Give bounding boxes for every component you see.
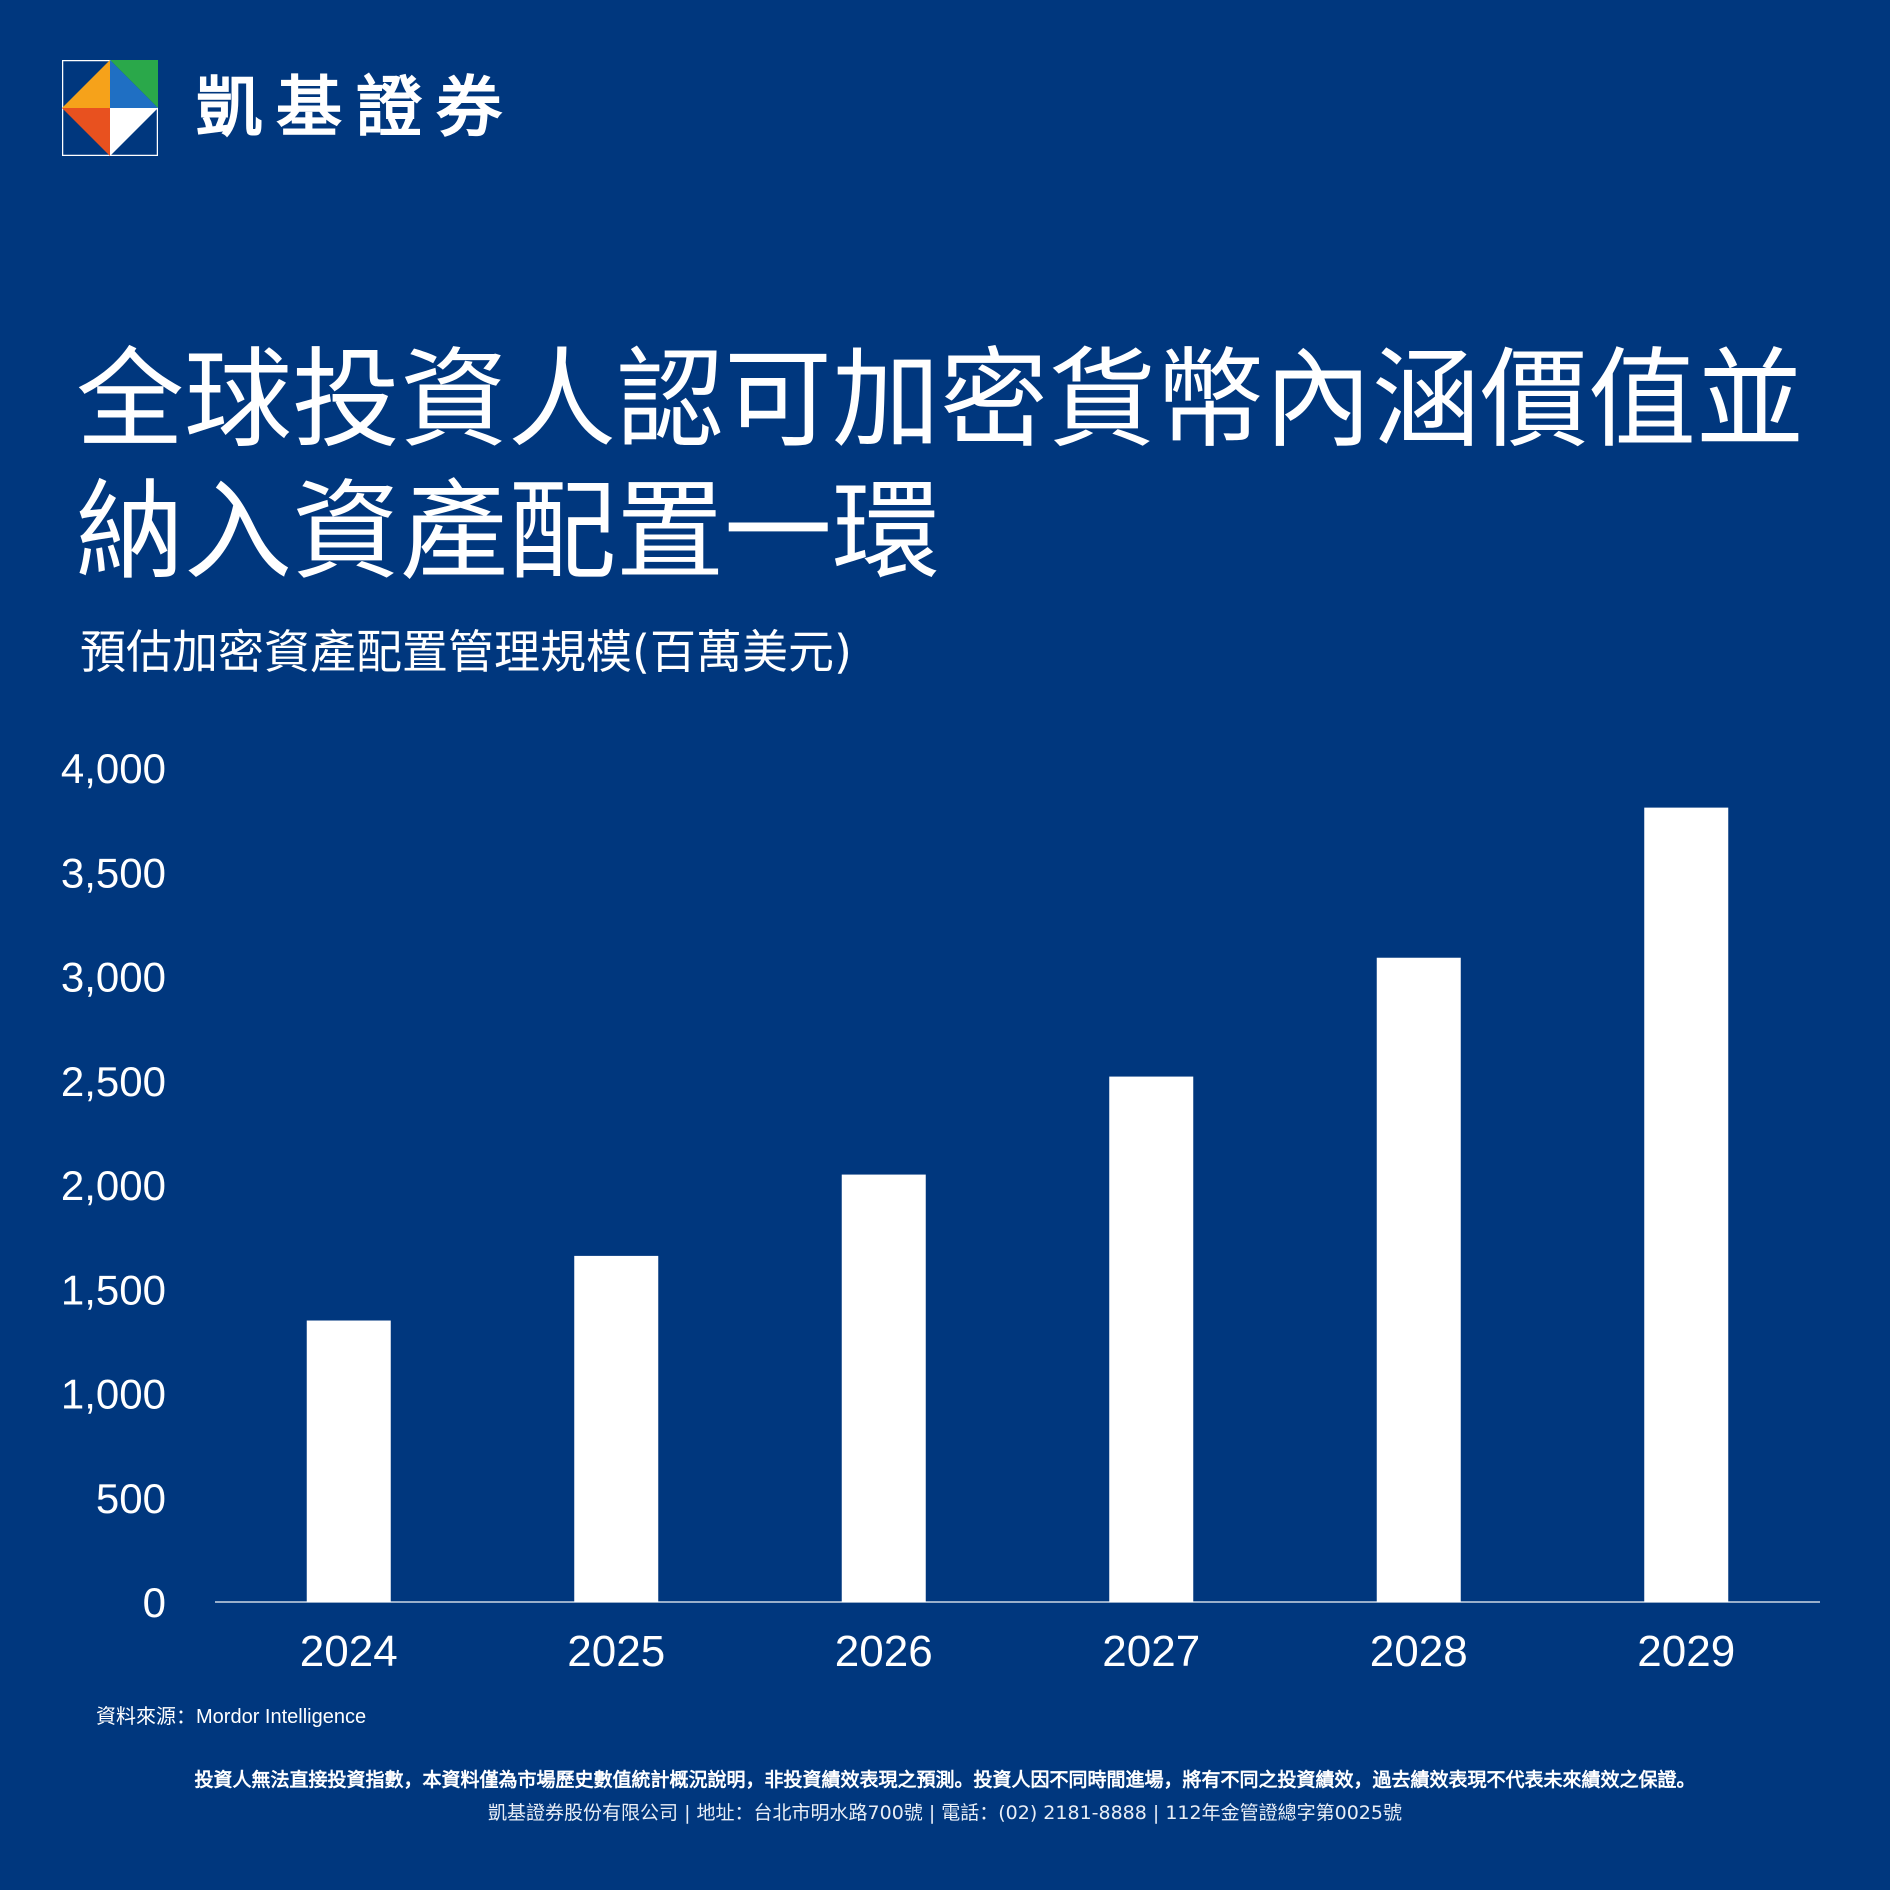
x-tick-label: 2026 — [835, 1627, 933, 1676]
y-tick-label: 1,500 — [61, 1266, 166, 1313]
bar-2025 — [574, 1255, 659, 1602]
bar-2029 — [1644, 807, 1729, 1602]
y-tick-label: 4,000 — [61, 745, 166, 792]
x-tick-label: 2025 — [567, 1627, 665, 1676]
y-tick-label: 2,500 — [61, 1058, 166, 1105]
y-tick-label: 3,500 — [61, 849, 166, 896]
x-tick-label: 2024 — [300, 1627, 398, 1676]
company-footer: 凱基證券股份有限公司 | 地址：台北市明水路700號 | 電話：(02) 218… — [488, 1802, 1402, 1824]
brand-logo — [62, 60, 158, 156]
bar-2026 — [841, 1174, 926, 1602]
page-title-line-1: 全球投資人認可加密貨幣內涵價值並 — [76, 338, 1805, 463]
source-note: 資料來源：Mordor Intelligence — [96, 1706, 367, 1728]
y-tick-label: 3,000 — [61, 954, 166, 1001]
disclaimer-text: 投資人無法直接投資指數，本資料僅為市場歷史數值統計概況說明，非投資績效表現之預測… — [194, 1769, 1696, 1791]
brand-name: 凱基證券 — [196, 69, 516, 146]
y-tick-label: 500 — [96, 1475, 166, 1522]
x-tick-label: 2028 — [1370, 1627, 1468, 1676]
chart-title: 預估加密資產配置管理規模(百萬美元) — [80, 625, 852, 679]
y-tick-label: 2,000 — [61, 1162, 166, 1209]
bar-2028 — [1376, 957, 1461, 1602]
bar-2024 — [306, 1320, 391, 1602]
y-tick-label: 0 — [143, 1579, 166, 1626]
bar-2027 — [1109, 1076, 1194, 1602]
x-tick-label: 2027 — [1102, 1627, 1200, 1676]
page-title-line-2: 納入資產配置一環 — [76, 470, 941, 595]
y-tick-label: 1,000 — [61, 1371, 166, 1418]
page-title: 全球投資人認可加密貨幣內涵價值並 納入資產配置一環 — [76, 335, 1836, 599]
x-tick-label: 2029 — [1637, 1627, 1735, 1676]
